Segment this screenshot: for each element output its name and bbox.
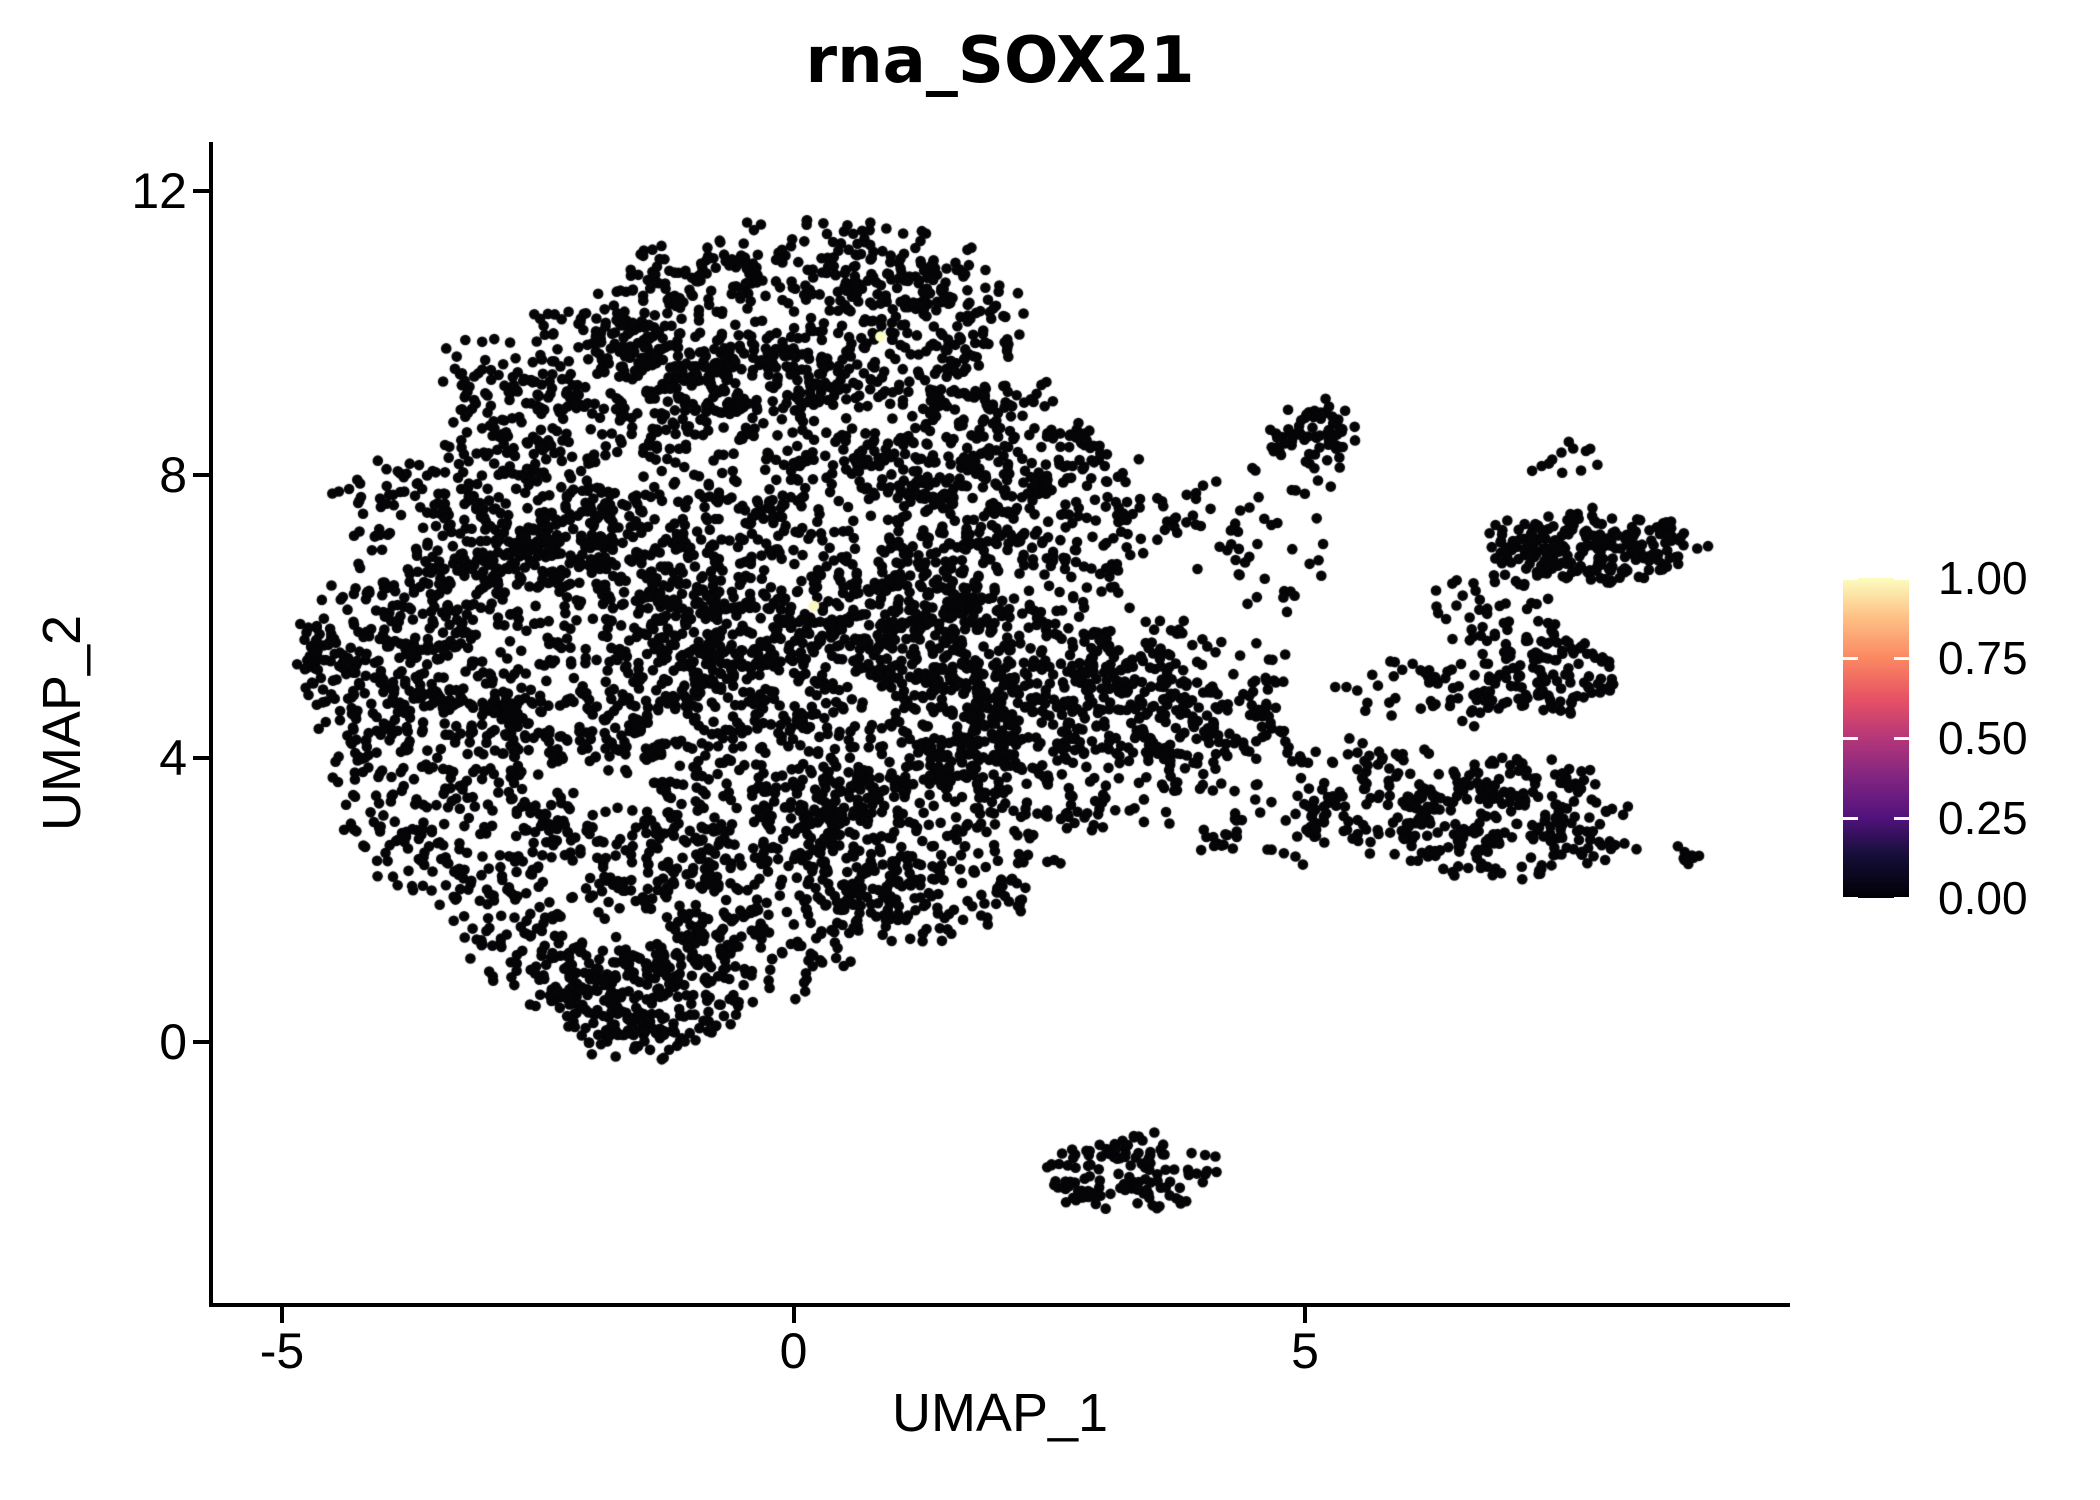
plot-title: rna_SOX21 xyxy=(805,24,1195,98)
colorbar-tick-mark xyxy=(1843,816,1858,820)
colorbar-tick-mark xyxy=(1894,576,1909,580)
x-tick-label: 0 xyxy=(779,1323,808,1379)
colorbar-tick-label: 0.50 xyxy=(1938,712,2028,764)
y-axis-line xyxy=(209,142,213,1307)
y-tick-mark xyxy=(193,472,209,477)
colorbar-tick-mark xyxy=(1843,576,1858,580)
x-axis-line xyxy=(209,1303,1790,1307)
colorbar-tick-label: 1.00 xyxy=(1938,552,2028,604)
colorbar-tick-mark xyxy=(1843,896,1858,900)
y-tick-label: 0 xyxy=(159,1014,187,1070)
colorbar-tick-label: 0.75 xyxy=(1938,632,2028,684)
y-tick-mark xyxy=(193,1040,209,1044)
x-tick-mark xyxy=(280,1307,284,1323)
colorbar-tick-label: 0.00 xyxy=(1938,872,2028,924)
colorbar-tick-mark xyxy=(1894,656,1909,660)
y-tick-label: 4 xyxy=(159,730,187,787)
y-tick-mark xyxy=(193,189,209,194)
colorbar-tick-mark xyxy=(1843,656,1858,660)
x-tick-mark xyxy=(791,1307,796,1323)
x-axis-title: UMAP_1 xyxy=(891,1383,1109,1443)
colorbar-tick-label: 0.25 xyxy=(1938,792,2028,844)
y-tick-label: 8 xyxy=(159,446,187,503)
x-tick-label: 5 xyxy=(1291,1323,1319,1379)
y-axis-title: UMAP_2 xyxy=(32,614,92,832)
colorbar-tick-mark xyxy=(1894,816,1909,820)
colorbar-tick-mark xyxy=(1894,896,1909,900)
colorbar-tick-mark xyxy=(1843,736,1858,740)
colorbar-tick-mark xyxy=(1894,736,1909,740)
y-tick-mark xyxy=(193,756,209,761)
x-tick-label: -5 xyxy=(259,1323,305,1379)
y-tick-label: 12 xyxy=(131,163,187,220)
x-tick-mark xyxy=(1303,1307,1307,1323)
